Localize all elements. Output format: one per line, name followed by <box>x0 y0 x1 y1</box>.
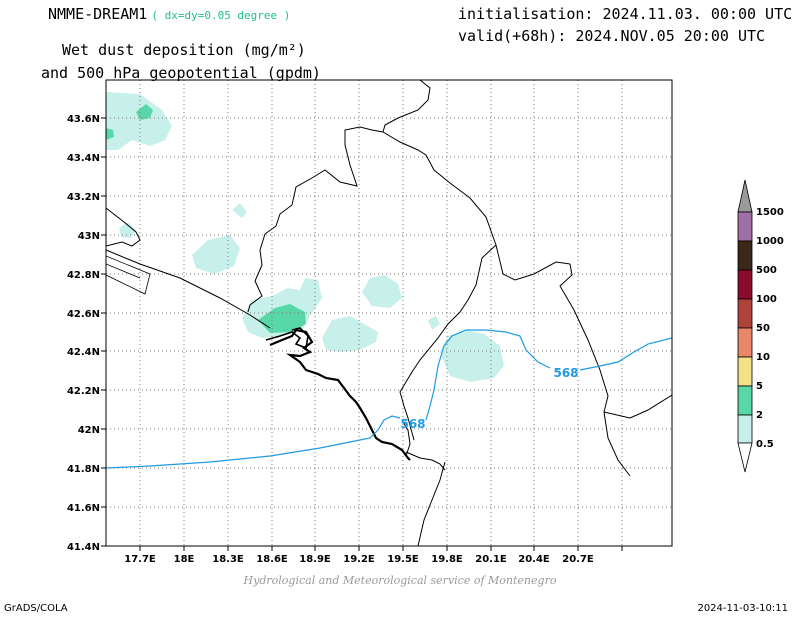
colorbar-swatch <box>737 356 753 387</box>
lat-label: 42.8N <box>67 270 100 281</box>
lat-label: 43N <box>78 231 100 242</box>
lat-label: 43.2N <box>67 192 100 203</box>
colorbar <box>737 179 753 473</box>
island-line-2 <box>106 263 141 279</box>
colorbar-swatch <box>737 327 753 358</box>
dust-area-cloud-2 <box>322 316 378 352</box>
lon-label: 17.7E <box>124 554 156 565</box>
border-serbia-kosovo <box>559 263 631 477</box>
boundaries <box>106 80 672 546</box>
dust-area-cloud-3 <box>362 275 402 308</box>
colorbar-labels: 1500 1000 500 100 50 10 5 2 0.5 <box>756 207 784 450</box>
colorbar-bottom-arrow <box>737 442 753 473</box>
colorbar-swatch <box>737 414 753 444</box>
lon-label: 19.8E <box>431 554 463 565</box>
dust-core-coast <box>258 304 306 333</box>
dust-deposition-shading <box>106 92 504 382</box>
bay-of-kotor <box>265 327 309 350</box>
lon-label: 20.1E <box>475 554 507 565</box>
colorbar-label: 10 <box>756 352 770 363</box>
lat-lon-grid <box>106 80 672 546</box>
croatia-coast-lower <box>106 249 271 329</box>
lat-label: 42.6N <box>67 309 100 320</box>
lon-label: 18.3E <box>212 554 244 565</box>
albania-inland-line <box>417 461 446 546</box>
border-albania-kosovo-east <box>603 394 672 419</box>
lon-label: 19.2E <box>343 554 375 565</box>
lat-label: 42N <box>78 425 100 436</box>
lon-label: 18E <box>174 554 195 565</box>
colorbar-label: 1500 <box>756 207 784 218</box>
colorbar-label: 5 <box>756 381 763 392</box>
lat-label: 42.2N <box>67 386 100 397</box>
colorbar-label: 50 <box>756 323 770 334</box>
geopotential-contours <box>106 329 672 469</box>
dust-area-east <box>440 330 504 382</box>
colorbar-label: 0.5 <box>756 439 774 450</box>
initialisation-time: initialisation: 2024.11.03. 00:00 UTC <box>458 5 793 23</box>
dust-area-small-1 <box>232 203 247 218</box>
lon-label: 19.5E <box>387 554 419 565</box>
colorbar-swatch <box>737 211 753 242</box>
colorbar-top-arrow <box>737 179 753 213</box>
lat-label: 41.8N <box>67 464 100 475</box>
credit-text: Hydrological and Meteorological service … <box>243 574 557 587</box>
colorbar-swatch <box>737 385 753 416</box>
dust-area-small-2 <box>119 222 136 238</box>
contour-label-568-b: 568 <box>553 366 578 380</box>
croatia-coast-upper <box>106 207 141 247</box>
border-bosnia-montenegro <box>247 80 431 313</box>
lat-label: 41.4N <box>67 542 100 553</box>
contour-label-568-a: 568 <box>400 417 425 431</box>
dust-area-cloud-1 <box>192 235 240 274</box>
model-resolution: ( dx=dy=0.05 degree ) <box>151 9 291 22</box>
colorbar-label: 100 <box>756 294 777 305</box>
lat-labels: 43.6N 43.4N 43.2N 43N 42.8N 42.6N 42.4N … <box>67 114 100 553</box>
map-plot-area: 568 568 <box>106 80 672 546</box>
lake-shkodra <box>401 419 411 457</box>
lat-label: 41.6N <box>67 503 100 514</box>
model-name: NMME-DREAM1 <box>48 5 148 23</box>
lat-label: 42.4N <box>67 347 100 358</box>
contour-568-west <box>106 415 401 469</box>
albania-coast-south <box>405 451 446 471</box>
contour-568-far-east <box>579 337 672 371</box>
software-label: GrADS/COLA <box>4 603 68 614</box>
lat-label: 43.6N <box>67 114 100 125</box>
colorbar-label: 1000 <box>756 236 784 247</box>
colorbar-swatch <box>737 298 753 329</box>
colorbar-swatch <box>737 240 753 271</box>
field-title-line-2: and 500 hPa geopotential (gpdm) <box>41 64 321 82</box>
colorbar-label: 500 <box>756 265 777 276</box>
colorbar-swatch <box>737 269 753 300</box>
lon-label: 18.6E <box>256 554 288 565</box>
lon-labels: 17.7E 18E 18.3E 18.6E 18.9E 19.2E 19.5E … <box>124 554 594 565</box>
dust-area-small-3 <box>428 316 440 330</box>
valid-time: valid(+68h): 2024.NOV.05 20:00 UTC <box>458 27 766 45</box>
island-line-1 <box>106 255 151 295</box>
generation-timestamp: 2024-11-03-10:11 <box>697 603 788 614</box>
border-montenegro-albania <box>399 244 497 441</box>
dust-area-nw <box>106 92 172 150</box>
contour-568-east <box>425 329 551 421</box>
colorbar-label: 2 <box>756 410 763 421</box>
axis-ticks <box>101 117 623 551</box>
lat-label: 43.4N <box>67 153 100 164</box>
lon-label: 18.9E <box>299 554 331 565</box>
border-montenegro-serbia <box>382 131 571 281</box>
field-title-line-1: Wet dust deposition (mg/m²) <box>62 41 306 59</box>
dust-core-nw-b <box>106 128 114 140</box>
lon-label: 20.4E <box>518 554 550 565</box>
lon-label: 20.7E <box>562 554 594 565</box>
model-title: NMME-DREAM1( dx=dy=0.05 degree ) <box>48 5 290 23</box>
